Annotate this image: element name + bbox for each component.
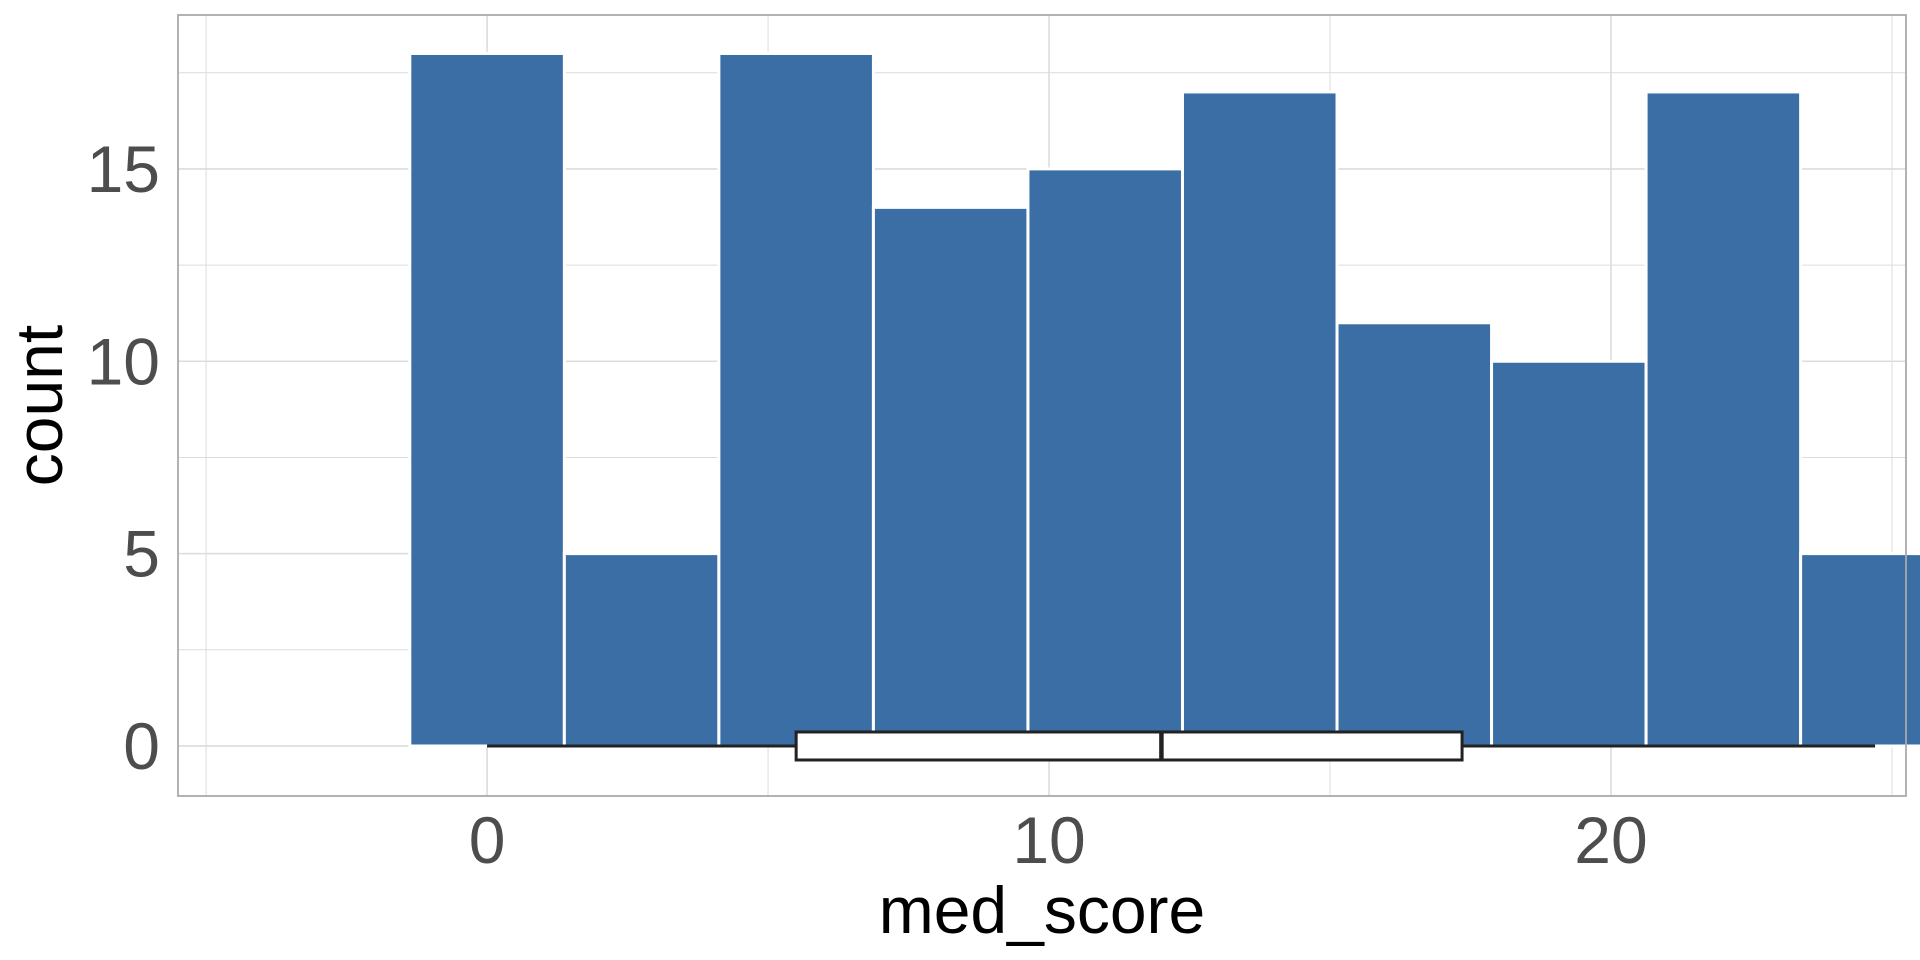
y-tick-label: 0	[123, 709, 160, 783]
histogram-bar	[1026, 167, 1184, 748]
tick-labels: 0 10 20 0 5 10 15	[87, 132, 1648, 877]
boxplot	[487, 730, 1876, 762]
y-tick-label: 5	[123, 517, 160, 591]
histogram-bar	[1490, 359, 1648, 748]
histogram-bar	[562, 552, 721, 748]
x-tick-label: 0	[469, 803, 506, 877]
boxplot-box	[794, 730, 1464, 762]
y-tick-label: 10	[87, 324, 160, 398]
histogram-bar	[717, 51, 875, 748]
histogram-bars	[408, 51, 1920, 748]
x-axis-title: med_score	[879, 873, 1206, 947]
x-tick-label: 20	[1574, 803, 1647, 877]
histogram-bar	[1644, 90, 1803, 748]
histogram-bar	[408, 51, 566, 748]
histogram-bar	[1335, 321, 1494, 748]
panel-border	[177, 14, 1907, 797]
x-tick-label: 10	[1012, 803, 1085, 877]
histogram-bar	[871, 205, 1030, 748]
y-axis-title: count	[2, 325, 76, 486]
histogram-bar	[1180, 90, 1339, 748]
histogram-bar	[1799, 552, 1920, 748]
y-tick-label: 15	[87, 132, 160, 206]
